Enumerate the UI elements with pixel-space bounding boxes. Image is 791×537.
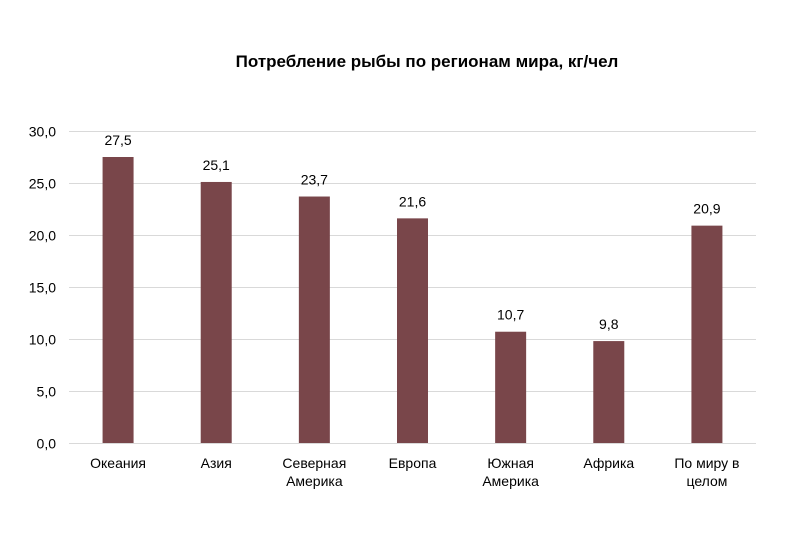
y-tick-label: 25,0 [29, 176, 56, 192]
y-tick-label: 10,0 [29, 332, 56, 348]
bar [298, 196, 330, 443]
data-label: 21,6 [399, 193, 426, 209]
bar [593, 341, 625, 443]
x-tick-label: Океания [90, 455, 146, 471]
bar [495, 331, 527, 443]
y-tick-label: 20,0 [29, 228, 56, 244]
x-tick-label-line: Америка [482, 473, 539, 489]
data-label: 10,7 [497, 307, 524, 323]
x-tick-label-line: Океания [90, 455, 146, 471]
bar [200, 181, 232, 443]
x-tick-label-line: Южная [487, 455, 534, 471]
data-label: 25,1 [203, 157, 230, 173]
bar [397, 218, 428, 443]
x-tick-label-line: Северная [282, 455, 346, 471]
x-tick-label-line: Азия [201, 455, 232, 471]
data-label: 20,9 [693, 201, 720, 217]
bar [691, 225, 723, 443]
data-label: 27,5 [104, 132, 131, 148]
y-tick-label: 30,0 [29, 124, 56, 140]
x-tick-label: По миру в целом [674, 455, 739, 489]
y-tick-label: 5,0 [37, 384, 57, 400]
y-tick-label: 15,0 [29, 280, 56, 296]
x-tick-label: Северная Америка [282, 455, 346, 489]
bars [102, 157, 723, 443]
y-tick-label: 0,0 [37, 436, 57, 452]
x-tick-label: Африка [583, 455, 634, 471]
x-tick-label-line: Африка [583, 455, 634, 471]
x-tick-label: Европа [389, 455, 437, 471]
chart-title: Потребление рыбы по регионам мира, кг/че… [235, 52, 619, 71]
data-label: 23,7 [301, 172, 328, 188]
x-tick-label: Азия [201, 455, 232, 471]
x-tick-label-line: По миру в [674, 455, 739, 471]
data-label: 9,8 [599, 316, 619, 332]
data-labels: 27,5 25,1 23,7 21,6 10,7 9,8 20,9 [104, 132, 720, 332]
y-axis-tick-labels: 0,0 5,0 10,0 15,0 20,0 25,0 30,0 [29, 124, 56, 452]
x-tick-label-line: Европа [389, 455, 437, 471]
x-tick-label: Южная Америка [482, 455, 539, 489]
x-tick-label-line: целом [686, 473, 727, 489]
x-axis-category-labels: Океания Азия Северная Америка Европа Южная Аме… [90, 455, 739, 489]
x-tick-label-line: Америка [286, 473, 343, 489]
bar [102, 157, 134, 443]
